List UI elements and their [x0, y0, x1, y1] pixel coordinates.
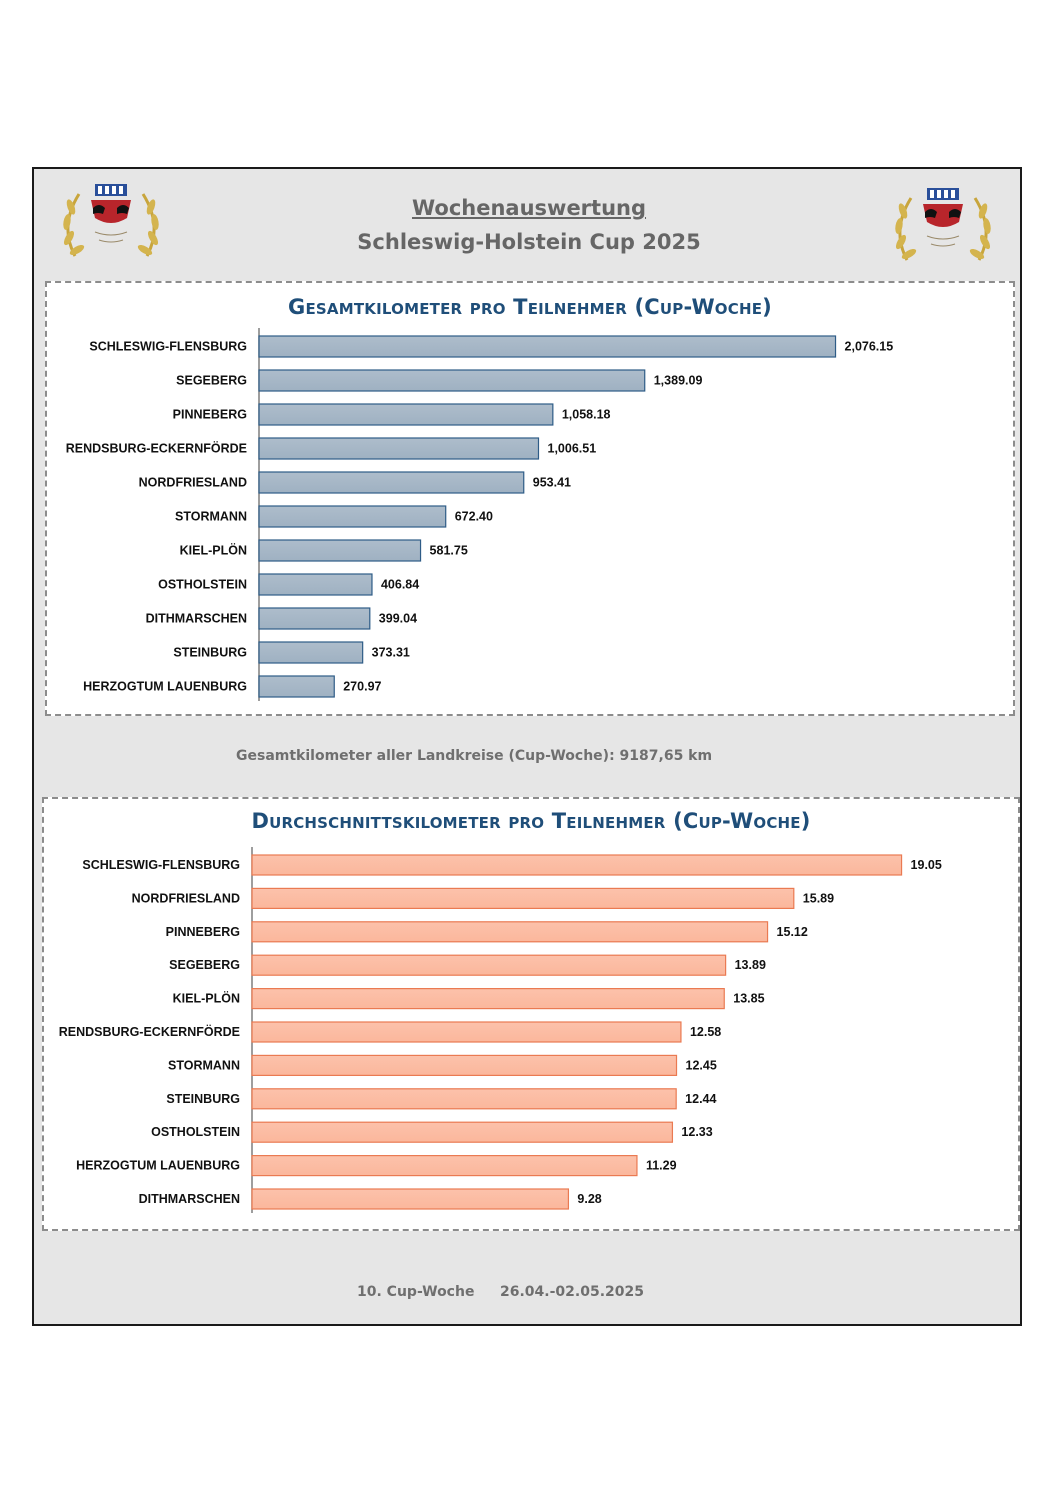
category-label: SEGEBERG	[176, 374, 247, 388]
value-label: 1,389.09	[654, 374, 703, 388]
value-label: 406.84	[381, 578, 419, 592]
report-title: Wochenauswertung	[411, 196, 647, 220]
category-label: OSTHOLSTEIN	[158, 578, 247, 592]
report-subtitle: Schleswig-Holstein Cup 2025	[357, 230, 701, 254]
category-label: KIEL-PLÖN	[180, 543, 247, 558]
chart-average-km: SCHLESWIG-FLENSBURG 19.05 NORDFRIESLAND 15.…	[59, 847, 942, 1213]
category-label: RENDSBURG-ECKERNFÖRDE	[59, 1024, 240, 1039]
category-label: SCHLESWIG-FLENSBURG	[89, 340, 247, 354]
value-label: 9.28	[577, 1192, 601, 1206]
bar-stormann	[251, 1054, 678, 1076]
value-label: 1,006.51	[548, 442, 597, 456]
value-label: 12.33	[681, 1125, 712, 1139]
chart-title-total: Gesamtkilometer pro Teilnehmer (Cup-Woch…	[288, 295, 772, 319]
bar-rendsburg-eckernförde	[258, 437, 540, 460]
bar-segeberg	[251, 954, 727, 976]
bar-schleswig-flensburg	[258, 335, 837, 358]
value-label: 12.45	[686, 1058, 717, 1072]
bar-ostholstein	[258, 573, 373, 596]
category-label: NORDFRIESLAND	[132, 891, 240, 905]
category-label: HERZOGTUM LAUENBURG	[83, 680, 247, 694]
bar-pinneberg	[251, 921, 769, 943]
value-label: 12.58	[690, 1025, 721, 1039]
bar-nordfriesland	[258, 471, 525, 494]
footer-dates: 26.04.-02.05.2025	[500, 1284, 644, 1300]
bar-dithmarschen	[251, 1188, 570, 1210]
value-label: 581.75	[430, 544, 468, 558]
laurel-emblem-icon	[895, 188, 991, 261]
category-label: NORDFRIESLAND	[139, 476, 247, 490]
category-label: PINNEBERG	[166, 925, 240, 939]
value-label: 270.97	[343, 680, 381, 694]
bar-steinburg	[251, 1088, 677, 1110]
category-label: HERZOGTUM LAUENBURG	[76, 1159, 240, 1173]
category-label: SCHLESWIG-FLENSBURG	[82, 858, 240, 872]
bar-nordfriesland	[251, 887, 795, 910]
bar-rendsburg-eckernförde	[251, 1021, 682, 1043]
value-label: 12.44	[685, 1092, 716, 1106]
value-label: 13.89	[735, 958, 766, 972]
value-label: 373.31	[372, 646, 410, 660]
summary-total: Gesamtkilometer aller Landkreise (Cup-Wo…	[236, 748, 713, 764]
category-label: STEINBURG	[173, 646, 247, 660]
category-label: STORMANN	[168, 1058, 240, 1072]
value-label: 953.41	[533, 476, 571, 490]
category-label: RENDSBURG-ECKERNFÖRDE	[66, 441, 247, 456]
bar-steinburg	[258, 641, 364, 664]
bar-schleswig-flensburg	[251, 854, 903, 876]
chart-total-km: SCHLESWIG-FLENSBURG 2,076.15 SEGEBERG 1,389…	[66, 328, 894, 701]
value-label: 11.29	[646, 1159, 677, 1173]
value-label: 1,058.18	[562, 408, 611, 422]
value-label: 15.89	[803, 891, 834, 905]
value-label: 15.12	[777, 925, 808, 939]
bar-kiel-plön	[258, 539, 422, 562]
category-label: DITHMARSCHEN	[139, 1192, 240, 1206]
category-label: PINNEBERG	[173, 408, 247, 422]
chart-panel-total: Gesamtkilometer pro Teilnehmer (Cup-Woch…	[45, 281, 1015, 716]
bar-pinneberg	[258, 403, 554, 426]
bar-kiel-plön	[251, 988, 725, 1010]
bar-herzogtum-lauenburg	[251, 1155, 638, 1177]
bar-segeberg	[258, 369, 646, 392]
chart-panel-average: Durchschnittskilometer pro Teilnehmer (C…	[42, 797, 1020, 1231]
footer-week: 10. Cup-Woche	[357, 1284, 475, 1300]
laurel-emblem-icon	[63, 184, 159, 257]
category-label: SEGEBERG	[169, 958, 240, 972]
bar-dithmarschen	[258, 607, 371, 630]
category-label: OSTHOLSTEIN	[151, 1125, 240, 1139]
value-label: 19.05	[911, 858, 942, 872]
category-label: KIEL-PLÖN	[173, 991, 240, 1006]
category-label: STORMANN	[175, 510, 247, 524]
category-label: DITHMARSCHEN	[146, 612, 247, 626]
value-label: 399.04	[379, 612, 417, 626]
bar-ostholstein	[251, 1121, 674, 1143]
cup-logo-right	[887, 182, 999, 274]
value-label: 672.40	[455, 510, 493, 524]
chart-title-average: Durchschnittskilometer pro Teilnehmer (C…	[251, 809, 811, 833]
value-label: 2,076.15	[845, 340, 894, 354]
category-label: STEINBURG	[166, 1092, 240, 1106]
cup-logo-left	[55, 178, 167, 270]
value-label: 13.85	[733, 992, 764, 1006]
bar-herzogtum-lauenburg	[258, 675, 335, 698]
bar-stormann	[258, 505, 447, 528]
